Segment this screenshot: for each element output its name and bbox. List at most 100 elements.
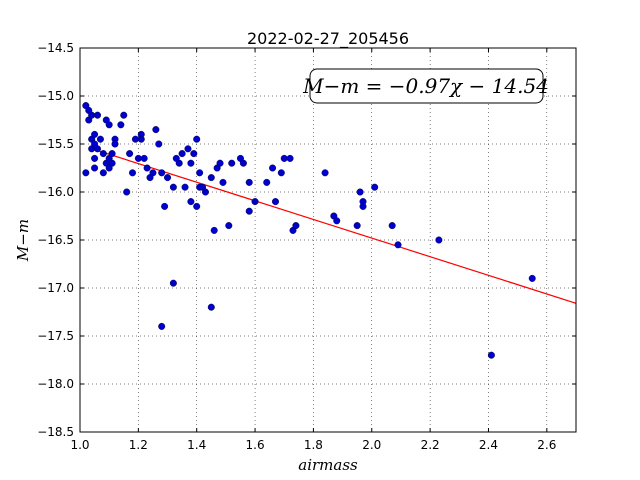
data-point bbox=[487, 351, 495, 359]
chart-title: 2022-02-27_205456 bbox=[247, 29, 409, 49]
y-tick-label: −18.5 bbox=[37, 425, 74, 439]
data-point bbox=[356, 188, 364, 196]
data-point bbox=[245, 178, 253, 186]
x-tick-label: 2.4 bbox=[479, 438, 498, 452]
data-point bbox=[99, 150, 107, 158]
data-point bbox=[111, 140, 119, 148]
data-point bbox=[178, 150, 186, 158]
fit-line-layer bbox=[94, 149, 577, 304]
y-tick-label: −17.0 bbox=[37, 281, 74, 295]
fit-line bbox=[94, 149, 577, 304]
x-tick-label: 1.0 bbox=[70, 438, 89, 452]
data-point bbox=[187, 159, 195, 167]
x-tick-label: 1.8 bbox=[304, 438, 323, 452]
data-point bbox=[245, 207, 253, 215]
y-tick-label: −15.5 bbox=[37, 137, 74, 151]
data-point bbox=[359, 202, 367, 210]
data-point bbox=[94, 145, 102, 153]
data-point bbox=[210, 226, 218, 234]
data-point bbox=[225, 222, 233, 230]
data-point bbox=[169, 183, 177, 191]
data-point bbox=[152, 126, 160, 134]
data-point bbox=[371, 183, 379, 191]
x-tick-label: 2.2 bbox=[421, 438, 440, 452]
data-point bbox=[91, 130, 99, 138]
data-point bbox=[134, 154, 142, 162]
data-point bbox=[251, 198, 259, 206]
data-point bbox=[96, 135, 104, 143]
data-point bbox=[280, 154, 288, 162]
data-point bbox=[184, 145, 192, 153]
data-point bbox=[388, 222, 396, 230]
data-point bbox=[108, 150, 116, 158]
data-point bbox=[286, 154, 294, 162]
data-point bbox=[137, 135, 145, 143]
data-point bbox=[435, 236, 443, 244]
data-point bbox=[277, 169, 285, 177]
x-tick-label: 2.0 bbox=[362, 438, 381, 452]
data-point bbox=[207, 174, 215, 182]
data-point bbox=[158, 322, 166, 330]
data-point bbox=[181, 183, 189, 191]
y-tick-label: −17.5 bbox=[37, 329, 74, 343]
data-point bbox=[129, 169, 137, 177]
y-tick-label: −16.0 bbox=[37, 185, 74, 199]
y-tick-label: −16.5 bbox=[37, 233, 74, 247]
axis-ticks bbox=[79, 47, 576, 433]
data-point bbox=[117, 121, 125, 129]
data-point bbox=[88, 111, 96, 119]
data-point bbox=[155, 140, 163, 148]
data-point bbox=[82, 169, 90, 177]
data-point bbox=[158, 169, 166, 177]
data-point bbox=[394, 241, 402, 249]
data-point bbox=[164, 174, 172, 182]
x-tick-label: 1.2 bbox=[129, 438, 148, 452]
data-point bbox=[196, 169, 204, 177]
data-point bbox=[193, 202, 201, 210]
data-point bbox=[140, 154, 148, 162]
data-point bbox=[292, 222, 300, 230]
x-tick-label: 1.6 bbox=[246, 438, 265, 452]
data-point bbox=[169, 279, 177, 287]
data-points bbox=[82, 102, 536, 359]
y-axis-label: M−m bbox=[14, 219, 32, 262]
data-point bbox=[333, 217, 341, 225]
data-point bbox=[99, 169, 107, 177]
data-point bbox=[126, 150, 134, 158]
data-point bbox=[528, 274, 536, 282]
data-point bbox=[161, 202, 169, 210]
data-point bbox=[271, 198, 279, 206]
x-tick-label: 1.4 bbox=[187, 438, 206, 452]
data-point bbox=[216, 159, 224, 167]
annotation-box bbox=[309, 68, 544, 104]
data-point bbox=[190, 150, 198, 158]
data-point bbox=[108, 159, 116, 167]
data-point bbox=[94, 111, 102, 119]
data-point bbox=[321, 169, 329, 177]
data-point bbox=[207, 303, 215, 311]
fit-annotation: M−m = −0.97χ − 14.54 bbox=[302, 68, 549, 104]
y-tick-label: −18.0 bbox=[37, 377, 74, 391]
data-point bbox=[143, 164, 151, 172]
x-axis-label: airmass bbox=[298, 456, 358, 474]
data-point bbox=[120, 111, 128, 119]
data-point bbox=[91, 154, 99, 162]
y-tick-label: −15.0 bbox=[37, 89, 74, 103]
data-point bbox=[91, 164, 99, 172]
data-point bbox=[187, 198, 195, 206]
data-point bbox=[193, 135, 201, 143]
data-point bbox=[269, 164, 277, 172]
data-point bbox=[131, 135, 139, 143]
tick-labels: 1.0 1.2 1.4 1.6 1.8 2.0 2.2 2.4 2.6 −14.5 −15.0 −15… bbox=[37, 41, 556, 452]
data-point bbox=[353, 222, 361, 230]
data-point bbox=[201, 188, 209, 196]
data-point bbox=[123, 188, 131, 196]
y-tick-label: −14.5 bbox=[37, 41, 74, 55]
data-point bbox=[105, 121, 113, 129]
fit-equation: M−m = −0.97χ − 14.54 bbox=[302, 74, 549, 98]
x-tick-label: 2.6 bbox=[537, 438, 556, 452]
data-point bbox=[263, 178, 271, 186]
data-point bbox=[219, 178, 227, 186]
data-point bbox=[239, 159, 247, 167]
